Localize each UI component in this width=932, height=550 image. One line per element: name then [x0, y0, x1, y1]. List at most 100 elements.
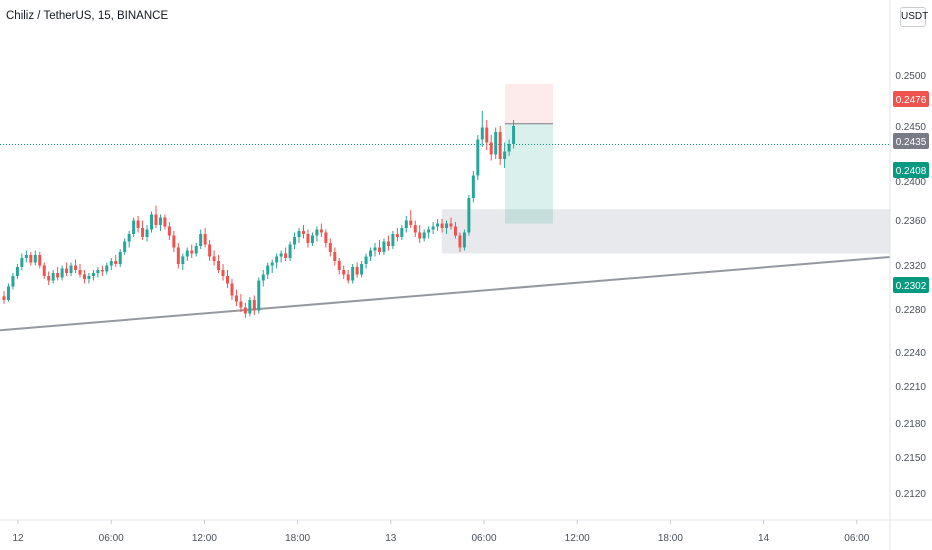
candle — [453, 222, 457, 239]
price-tick-label: 0.2150 — [895, 453, 926, 464]
candle-body — [333, 252, 337, 261]
candle — [47, 271, 51, 285]
candle-body — [480, 127, 484, 140]
candle-body — [217, 261, 221, 270]
candle-body — [150, 214, 154, 230]
candle — [494, 127, 498, 159]
time-tick-label: 18:00 — [285, 533, 310, 544]
candle — [462, 229, 466, 251]
candle — [346, 270, 350, 284]
candle-body — [440, 223, 444, 228]
candle-body — [342, 270, 346, 275]
candle — [386, 235, 390, 251]
candle — [243, 303, 247, 318]
candle — [355, 262, 359, 278]
candle — [503, 142, 507, 168]
price-badge-entry: 0.2435 — [893, 133, 929, 149]
candle — [458, 232, 462, 252]
candle — [158, 214, 162, 231]
candle — [163, 214, 167, 230]
support-zone — [441, 209, 890, 254]
candle-body — [181, 256, 185, 264]
candle-body — [65, 268, 69, 273]
candle — [248, 297, 252, 317]
candle-body — [33, 255, 37, 263]
candle-body — [20, 258, 24, 267]
candle-body — [203, 234, 207, 245]
time-tick-label: 13 — [385, 533, 397, 544]
price-badge-current: 0.2408 — [893, 162, 929, 178]
candle-body — [6, 286, 10, 300]
candle-body — [498, 132, 502, 159]
candle — [141, 220, 145, 240]
candle — [293, 232, 297, 249]
candle-body — [154, 214, 158, 225]
candle — [512, 120, 516, 149]
candle — [382, 238, 386, 255]
candle — [127, 231, 131, 248]
candle-body — [42, 265, 46, 276]
time-tick-label: 06:00 — [844, 533, 869, 544]
candle-body — [391, 234, 395, 246]
candle — [284, 247, 288, 261]
candle-body — [467, 198, 471, 233]
candle-body — [105, 265, 109, 272]
candle-body — [284, 253, 288, 258]
candle — [364, 253, 368, 269]
candle — [217, 255, 221, 273]
candle — [275, 253, 279, 269]
candle — [427, 226, 431, 239]
candle-body — [288, 244, 292, 258]
candle — [476, 135, 480, 180]
time-tick-label: 12:00 — [565, 533, 590, 544]
candle-body — [324, 232, 328, 243]
candle-body — [109, 261, 113, 266]
candle — [351, 264, 355, 284]
candle — [333, 247, 337, 266]
candle — [132, 217, 136, 237]
candle-body — [91, 273, 95, 276]
candle-body — [449, 223, 453, 227]
candle — [15, 264, 19, 279]
time-tick-label: 12:00 — [192, 533, 217, 544]
candle-body — [386, 241, 390, 246]
candle-body — [382, 241, 386, 252]
candle — [56, 267, 60, 281]
price-tick-label: 0.2500 — [895, 71, 926, 82]
candle-body — [29, 255, 33, 263]
candle-body — [38, 255, 42, 266]
candle-body — [118, 252, 122, 264]
candle — [74, 259, 78, 273]
candle-body — [458, 235, 462, 248]
candle — [234, 289, 238, 306]
candle — [319, 223, 323, 237]
price-tick-label: 0.2180 — [895, 419, 926, 430]
candle — [239, 294, 243, 312]
candle — [449, 217, 453, 230]
price-badge-bg — [893, 162, 929, 178]
candle-body — [293, 237, 297, 245]
candle — [471, 171, 475, 203]
candle — [172, 231, 176, 252]
candle — [480, 111, 484, 147]
price-badge-bg — [893, 91, 929, 107]
candle-body — [413, 225, 417, 233]
candle-body — [301, 231, 305, 234]
candle — [279, 250, 283, 263]
candle-body — [82, 274, 86, 279]
candle — [440, 219, 444, 233]
candle-body — [346, 274, 350, 281]
candle-body — [145, 229, 149, 237]
candle-body — [15, 267, 19, 276]
candle-body — [51, 273, 55, 281]
currency-selector[interactable]: USDT — [900, 7, 928, 27]
candle — [270, 259, 274, 273]
candle-body — [279, 253, 283, 257]
candle-body — [69, 265, 73, 273]
candle-body — [248, 300, 252, 314]
candle — [436, 219, 440, 231]
candle — [11, 273, 15, 290]
time-tick-label: 06:00 — [471, 533, 496, 544]
